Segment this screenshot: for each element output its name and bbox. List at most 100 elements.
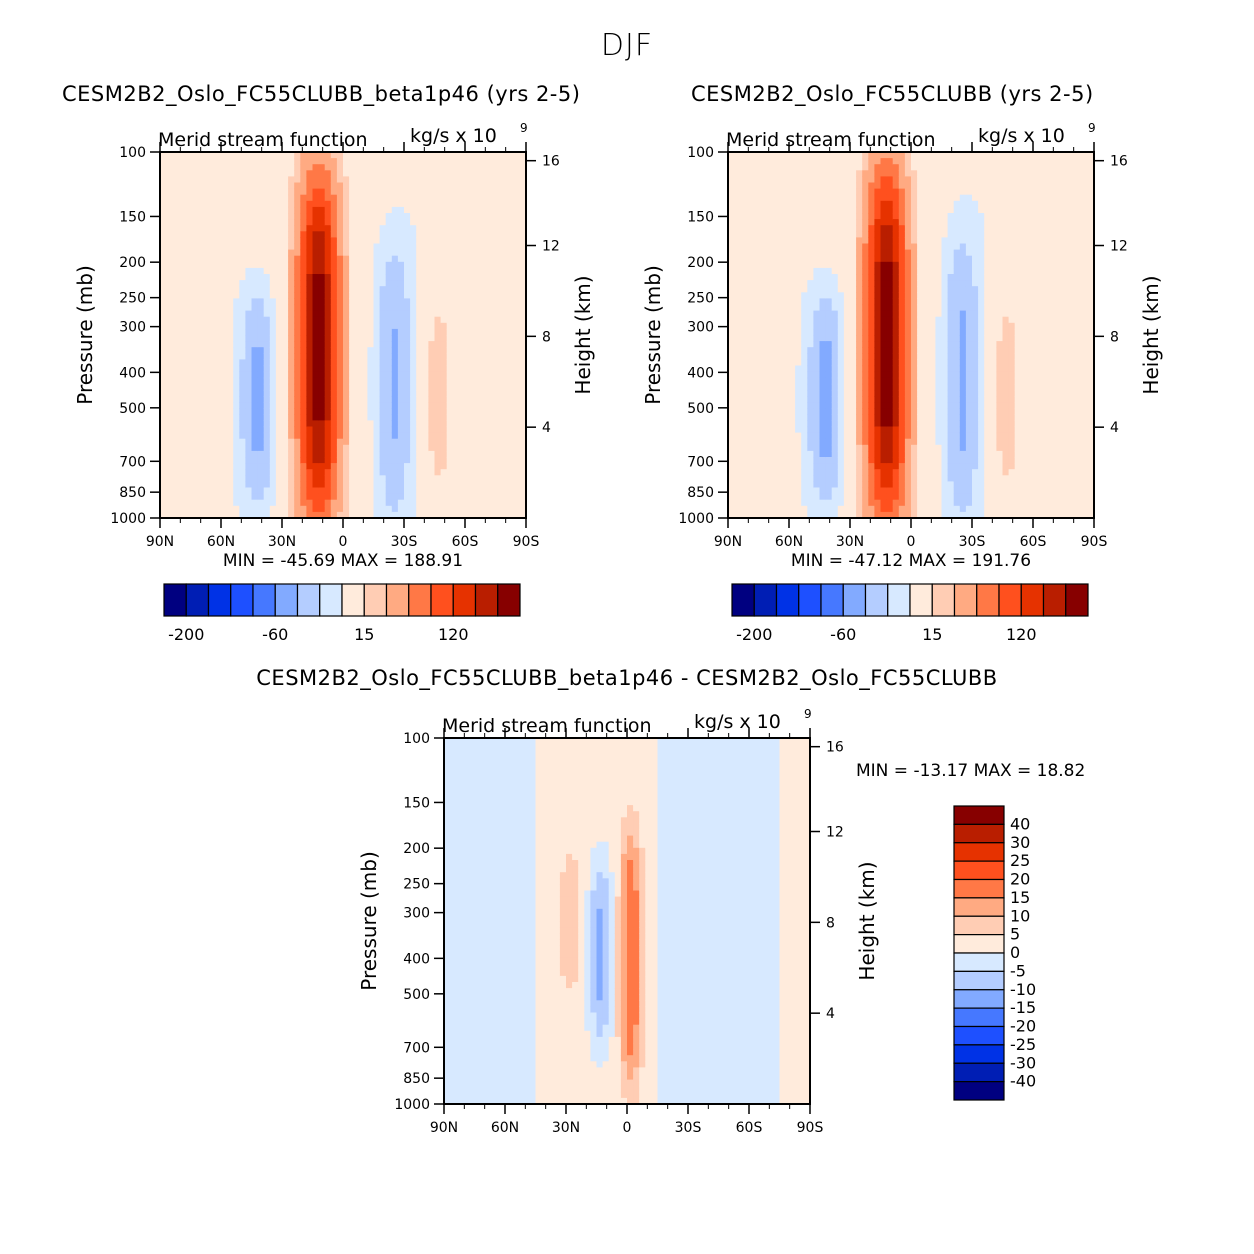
contour-cell <box>825 298 833 306</box>
contour-cell <box>288 457 295 464</box>
contour-cell <box>166 158 173 165</box>
contour-cell <box>379 237 387 245</box>
contour-cell <box>190 408 198 415</box>
contour-cell <box>318 219 326 226</box>
contour-cell <box>501 487 509 495</box>
contour-cell <box>166 481 173 489</box>
contour-cell <box>294 444 301 452</box>
contour-cell <box>843 426 851 434</box>
contour-cell <box>776 188 784 196</box>
contour-cell <box>391 505 399 513</box>
contour-cell <box>349 158 356 165</box>
contour-cell <box>410 328 417 336</box>
contour-cell <box>831 328 839 336</box>
contour-cell <box>367 298 375 306</box>
contour-cell <box>519 316 527 324</box>
contour-cell <box>428 457 436 464</box>
contour-cell <box>831 481 839 489</box>
contour-cell <box>373 243 381 251</box>
contour-cell <box>734 298 741 306</box>
contour-cell <box>379 469 387 476</box>
contour-cell <box>178 396 185 403</box>
contour-cell <box>306 432 314 440</box>
contour-cell <box>465 267 472 275</box>
contour-cell <box>190 243 198 251</box>
contour-cell <box>178 182 185 190</box>
contour-cell <box>434 469 442 476</box>
contour-cell <box>770 347 778 354</box>
contour-cell <box>178 158 185 165</box>
contour-cell <box>801 182 808 190</box>
contour-cell <box>458 505 466 513</box>
contour-cell <box>318 438 326 446</box>
contour-cell <box>349 182 356 190</box>
contour-cell <box>422 347 429 354</box>
contour-cell <box>184 243 192 251</box>
contour-cell <box>330 152 338 159</box>
contour-cell <box>343 304 350 312</box>
contour-cell <box>397 200 405 208</box>
contour-cell <box>776 341 784 348</box>
contour-cell <box>330 304 338 312</box>
contour-cell <box>410 292 417 299</box>
contour-cell <box>385 389 393 397</box>
contour-cell <box>825 255 833 263</box>
contour-cell <box>770 292 778 299</box>
contour-cell <box>495 322 503 330</box>
contour-cell <box>507 280 515 287</box>
contour-cell <box>452 164 460 171</box>
contour-cell <box>275 426 283 434</box>
contour-cell <box>263 164 271 171</box>
contour-cell <box>324 243 332 251</box>
contour-cell <box>208 420 216 428</box>
contour-cell <box>214 335 222 342</box>
contour-cell <box>202 249 210 257</box>
contour-cell <box>275 194 283 202</box>
contour-cell <box>434 511 442 519</box>
contour-cell <box>495 408 503 415</box>
contour-cell <box>728 414 735 421</box>
contour-cell <box>208 182 216 190</box>
contour-cell <box>410 206 417 214</box>
contour-cell <box>349 402 356 409</box>
contour-cell <box>446 170 454 177</box>
contour-cell <box>330 280 338 287</box>
contour-cell <box>410 511 417 519</box>
contour-cell <box>758 402 766 409</box>
contour-cell <box>404 225 411 232</box>
contour-cell <box>507 487 515 495</box>
contour-cell <box>446 316 454 324</box>
contour-cell <box>837 267 845 275</box>
contour-cell <box>196 188 204 196</box>
contour-cell <box>446 402 454 409</box>
contour-cell <box>477 463 484 470</box>
contour-cell <box>257 432 265 440</box>
contour-cell <box>801 176 808 184</box>
contour-cell <box>837 487 845 495</box>
contour-cell <box>196 194 204 202</box>
contour-cell <box>160 322 167 330</box>
contour-cell <box>294 206 301 214</box>
contour-cell <box>336 280 344 287</box>
contour-cell <box>440 200 448 208</box>
contour-cell <box>471 213 478 220</box>
contour-cell <box>245 176 253 184</box>
contour-cell <box>312 493 320 501</box>
colorbar-box <box>296 583 321 617</box>
contour-cell <box>758 170 766 177</box>
contour-cell <box>257 267 265 275</box>
contour-cell <box>349 353 356 360</box>
contour-cell <box>422 396 429 403</box>
contour-cell <box>843 243 851 251</box>
contour-cell <box>776 304 784 312</box>
contour-cell <box>391 341 399 348</box>
contour-cell <box>501 152 509 159</box>
contour-cell <box>343 328 350 336</box>
contour-cell <box>458 475 466 482</box>
contour-cell <box>483 499 490 507</box>
contour-cell <box>465 182 472 190</box>
contour-cell <box>379 206 387 214</box>
contour-cell <box>282 200 289 208</box>
contour-cell <box>361 310 368 318</box>
contour-cell <box>202 408 210 415</box>
